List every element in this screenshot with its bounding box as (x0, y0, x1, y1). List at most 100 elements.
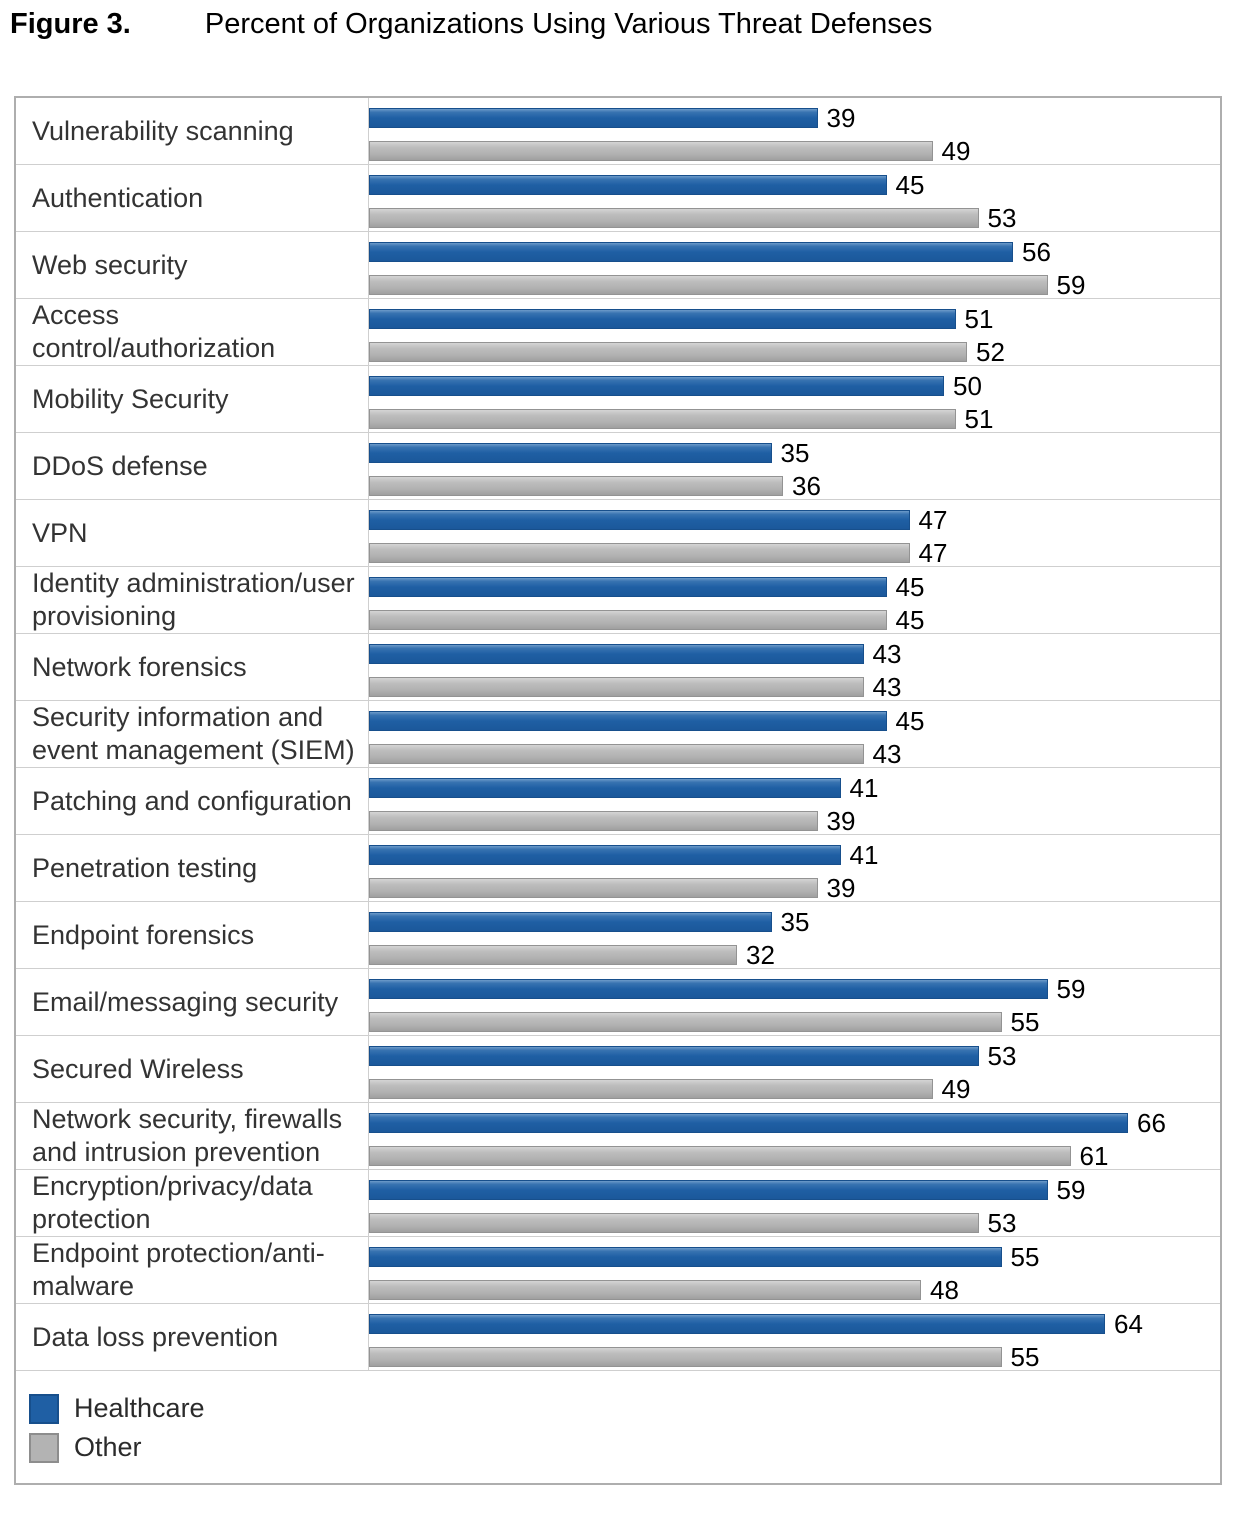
chart-row: VPN 47 47 (16, 500, 1220, 568)
healthcare-bar-line: 64 (369, 1309, 1220, 1339)
other-bar-line: 45 (369, 605, 1220, 635)
category-label: Penetration testing (16, 835, 369, 901)
category-label: Vulnerability scanning (16, 98, 369, 164)
healthcare-bar (369, 1113, 1128, 1133)
legend-item-other: Other (29, 1432, 1220, 1463)
chart-row: Identity administration/user provisionin… (16, 567, 1220, 635)
other-bar-line: 53 (369, 203, 1220, 233)
healthcare-value-label: 45 (895, 169, 925, 200)
healthcare-bar-line: 51 (369, 304, 1220, 334)
healthcare-value-label: 45 (895, 571, 925, 602)
healthcare-value-label: 41 (849, 772, 879, 803)
healthcare-value-label: 56 (1022, 236, 1051, 267)
other-bar-line: 36 (369, 471, 1220, 501)
other-value-label: 49 (941, 1073, 971, 1104)
chart-row: Secured Wireless 53 49 (16, 1036, 1220, 1104)
other-bar-line: 55 (369, 1007, 1220, 1037)
other-bar (369, 409, 956, 429)
healthcare-bar (369, 1046, 979, 1066)
other-value-label: 59 (1056, 269, 1086, 300)
healthcare-value-label: 45 (895, 705, 925, 736)
healthcare-bar (369, 510, 910, 530)
category-label: Network security, firewalls and intrusio… (16, 1103, 369, 1169)
other-bar (369, 677, 864, 697)
chart-row: Encryption/privacy/data protection 59 53 (16, 1170, 1220, 1238)
other-value-label: 43 (872, 671, 902, 702)
category-label: Identity administration/user provisionin… (16, 567, 369, 633)
healthcare-bar (369, 309, 956, 329)
category-label: Endpoint forensics (16, 902, 369, 968)
chart-row: Mobility Security 50 51 (16, 366, 1220, 434)
other-bar-line: 49 (369, 1074, 1220, 1104)
other-value-label: 32 (746, 939, 775, 970)
other-bar (369, 1079, 933, 1099)
healthcare-value-label: 39 (826, 102, 856, 133)
other-bar-line: 32 (369, 940, 1220, 970)
healthcare-value-label: 35 (780, 906, 810, 937)
other-bar (369, 1146, 1071, 1166)
chart-row: Penetration testing 41 39 (16, 835, 1220, 903)
healthcare-value-label: 35 (780, 437, 810, 468)
other-bar (369, 1012, 1002, 1032)
healthcare-value-label: 51 (964, 303, 994, 334)
other-value-label: 39 (826, 805, 856, 836)
healthcare-bar (369, 1314, 1105, 1334)
healthcare-value-label: 55 (1010, 1241, 1040, 1272)
healthcare-bar-line: 66 (369, 1108, 1220, 1138)
category-label: Web security (16, 232, 369, 298)
other-value-label: 55 (1010, 1006, 1040, 1037)
healthcare-value-label: 50 (953, 370, 982, 401)
healthcare-bar-line: 43 (369, 639, 1220, 669)
category-label: Email/messaging security (16, 969, 369, 1035)
healthcare-bar (369, 979, 1048, 999)
category-label: Mobility Security (16, 366, 369, 432)
other-bar (369, 945, 737, 965)
healthcare-bar-line: 41 (369, 773, 1220, 803)
other-bar-line: 47 (369, 538, 1220, 568)
other-value-label: 36 (792, 470, 821, 501)
chart-rows: Vulnerability scanning 39 49 Authenticat… (16, 98, 1220, 1372)
healthcare-bar-line: 50 (369, 371, 1220, 401)
other-bar (369, 744, 864, 764)
other-bar (369, 141, 933, 161)
chart-row: Web security 56 59 (16, 232, 1220, 300)
other-bar (369, 476, 783, 496)
healthcare-bar-line: 39 (369, 103, 1220, 133)
figure-title: Percent of Organizations Using Various T… (204, 8, 933, 40)
healthcare-bar (369, 1180, 1048, 1200)
healthcare-bar (369, 577, 887, 597)
other-value-label: 51 (964, 403, 994, 434)
other-value-label: 52 (976, 336, 1005, 367)
healthcare-bar (369, 242, 1013, 262)
other-bar (369, 208, 979, 228)
chart-row: Network forensics 43 43 (16, 634, 1220, 702)
other-bar (369, 610, 887, 630)
healthcare-bar (369, 644, 864, 664)
other-bar (369, 1280, 921, 1300)
healthcare-bar (369, 778, 841, 798)
legend-label-healthcare: Healthcare (74, 1393, 205, 1423)
other-bar (369, 342, 967, 362)
other-bar (369, 543, 910, 563)
healthcare-bar-line: 59 (369, 974, 1220, 1004)
healthcare-bar-line: 35 (369, 907, 1220, 937)
chart-row: Endpoint forensics 35 32 (16, 902, 1220, 970)
other-bar-line: 53 (369, 1208, 1220, 1238)
healthcare-value-label: 59 (1056, 1174, 1086, 1205)
healthcare-bar-line: 41 (369, 840, 1220, 870)
chart-row: Authentication 45 53 (16, 165, 1220, 233)
figure-number-label: Figure 3. (10, 8, 131, 40)
other-bar-line: 51 (369, 404, 1220, 434)
healthcare-bar-line: 56 (369, 237, 1220, 267)
chart-row: Patching and configuration 41 39 (16, 768, 1220, 836)
chart-row: Data loss prevention 64 55 (16, 1304, 1220, 1372)
other-bar-line: 49 (369, 136, 1220, 166)
category-label: Security information and event managemen… (16, 701, 369, 767)
legend-label-other: Other (74, 1432, 142, 1462)
other-bar-line: 43 (369, 672, 1220, 702)
other-bar (369, 878, 818, 898)
healthcare-value-label: 53 (987, 1040, 1017, 1071)
healthcare-bar (369, 443, 772, 463)
healthcare-bar (369, 1247, 1002, 1267)
category-label: DDoS defense (16, 433, 369, 499)
